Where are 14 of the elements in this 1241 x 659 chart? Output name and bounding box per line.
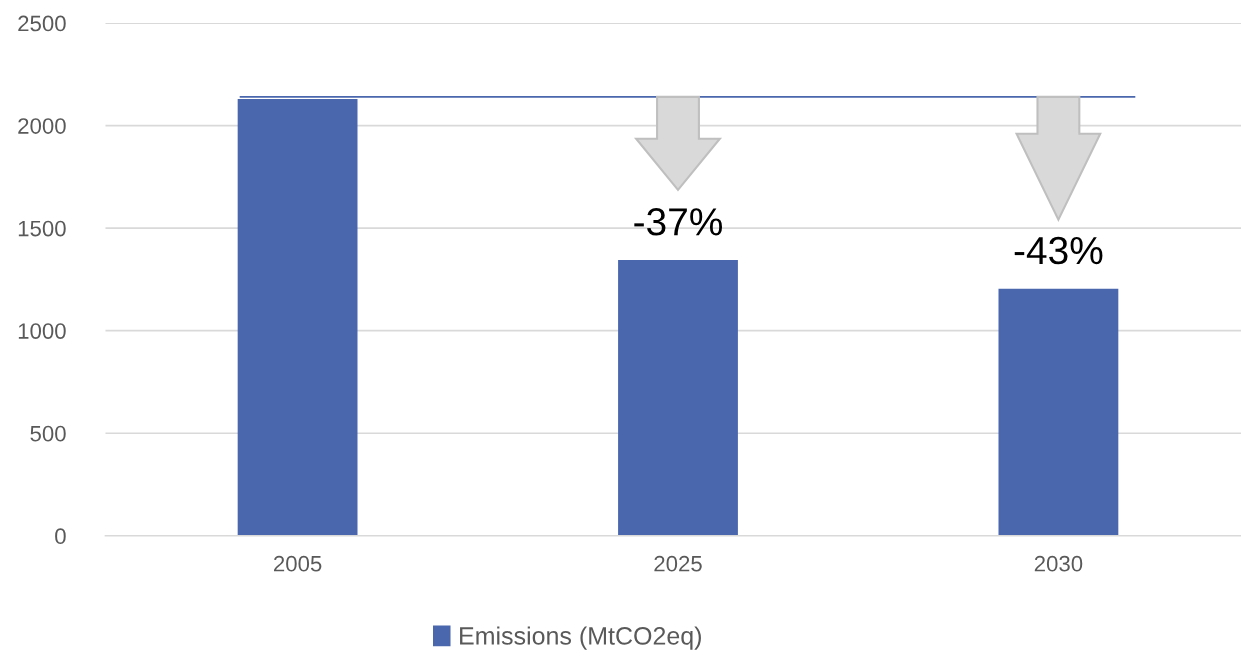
x-tick-label: 2025 (654, 555, 702, 572)
annotation: -37% (634, 208, 723, 236)
x-tick-label: 2030 (1034, 555, 1083, 572)
y-tick-label: 2000 (18, 118, 66, 134)
annotation: -43% (1014, 236, 1103, 265)
y-tick-label: 1000 (18, 323, 66, 339)
legend-label: Emissions (MtCO2eq) (460, 626, 701, 650)
bar (618, 259, 738, 536)
y-tick-label: 2500 (18, 15, 66, 32)
y-tick-label: 0 (55, 528, 66, 545)
y-tick-label: 500 (30, 425, 66, 442)
bar (998, 288, 1119, 536)
y-tick-label: 1500 (18, 220, 66, 237)
x-tick-label: 2005 (273, 555, 322, 572)
